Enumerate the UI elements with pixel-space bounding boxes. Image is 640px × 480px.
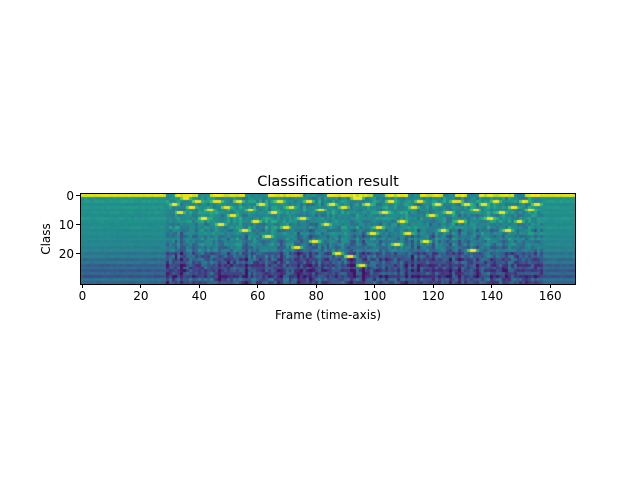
x-tick-mark: [549, 284, 551, 288]
x-tick-mark: [257, 284, 259, 288]
chart-title: Classification result: [257, 174, 399, 190]
plot-area: [80, 193, 576, 285]
y-tick-label: 0: [66, 188, 74, 203]
x-tick-label: 60: [250, 289, 266, 303]
x-tick-label: 80: [308, 289, 324, 303]
x-axis-label: Frame (time-axis): [274, 308, 382, 322]
x-tick-mark: [82, 284, 83, 288]
y-tick-label: 10: [58, 217, 74, 232]
x-tick-label: 40: [191, 289, 208, 303]
x-tick-mark: [491, 284, 493, 288]
x-tick-label: 0: [78, 289, 87, 303]
x-tick-mark: [198, 284, 200, 288]
x-tick-label: 160: [538, 289, 562, 303]
x-tick-mark: [374, 284, 376, 288]
x-tick-mark: [315, 284, 317, 288]
x-tick-label: 100: [363, 289, 387, 303]
y-tick-mark: [76, 253, 80, 254]
y-tick-mark: [76, 224, 80, 225]
y-tick-mark: [76, 195, 80, 196]
x-tick-label: 120: [421, 289, 445, 303]
heatmap-canvas: [81, 194, 575, 284]
x-tick-label: 140: [480, 289, 504, 303]
x-tick-mark: [140, 284, 142, 288]
y-tick-label: 20: [58, 246, 74, 261]
x-tick-label: 20: [133, 289, 149, 303]
x-tick-mark: [432, 284, 434, 288]
